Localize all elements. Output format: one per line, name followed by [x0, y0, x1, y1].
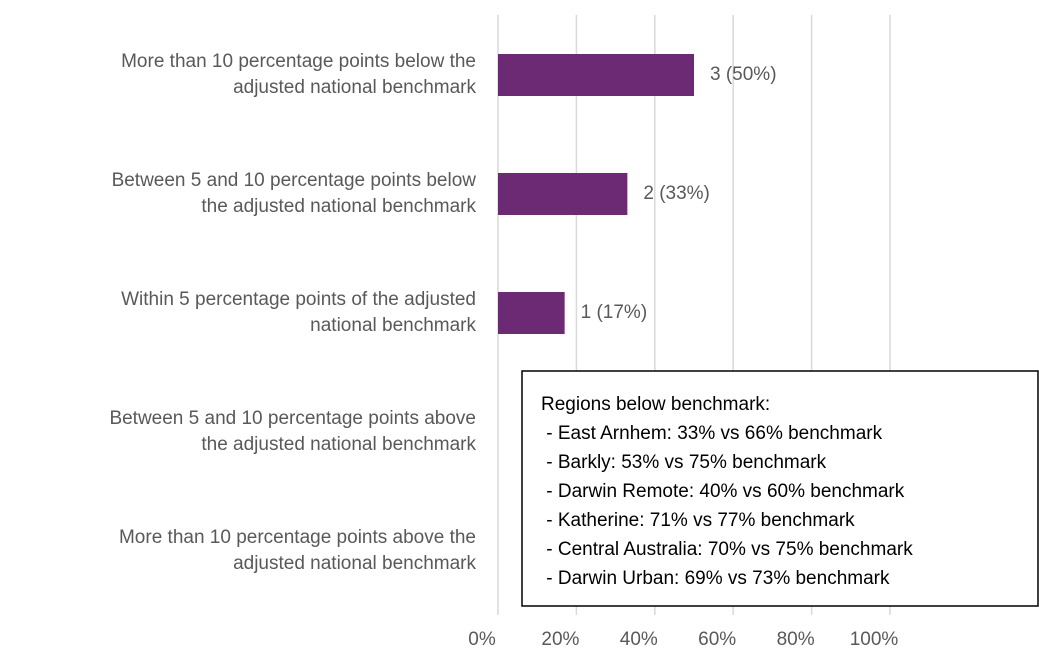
data-label: 3 (50%)	[710, 64, 777, 85]
data-label: 1 (17%)	[581, 302, 648, 323]
x-tick-label: 100%	[850, 629, 899, 650]
category-label: Between 5 and 10 percentage points above	[109, 408, 476, 429]
bar	[498, 54, 694, 96]
annotation-line: - Barkly: 53% vs 75% benchmark	[541, 452, 827, 473]
category-label: More than 10 percentage points below the	[121, 51, 476, 72]
annotation-line: - Central Australia: 70% vs 75% benchmar…	[541, 539, 913, 560]
category-label: More than 10 percentage points above the	[119, 527, 476, 548]
category-label: adjusted national benchmark	[233, 77, 476, 98]
category-label: the adjusted national benchmark	[201, 196, 476, 217]
x-tick-label: 20%	[541, 629, 579, 650]
category-label: Between 5 and 10 percentage points below	[112, 170, 477, 191]
annotation-line: - Darwin Urban: 69% vs 73% benchmark	[541, 568, 890, 589]
annotation-box	[521, 370, 1039, 607]
annotation-title: Regions below benchmark:	[541, 394, 770, 415]
x-tick-label: 40%	[620, 629, 658, 650]
category-label: national benchmark	[310, 315, 476, 336]
x-tick-label: 80%	[777, 629, 815, 650]
annotation-line: - Katherine: 71% vs 77% benchmark	[541, 510, 855, 531]
annotation-line: - Darwin Remote: 40% vs 60% benchmark	[541, 481, 905, 502]
bar	[498, 292, 565, 334]
bar	[498, 173, 628, 215]
category-label: adjusted national benchmark	[233, 553, 476, 574]
category-label: Within 5 percentage points of the adjust…	[121, 289, 476, 310]
x-tick-label: 60%	[698, 629, 736, 650]
category-label: the adjusted national benchmark	[201, 434, 476, 455]
data-label: 2 (33%)	[643, 183, 710, 204]
x-tick-label: 0%	[468, 629, 496, 650]
annotation-line: - East Arnhem: 33% vs 66% benchmark	[541, 423, 883, 444]
